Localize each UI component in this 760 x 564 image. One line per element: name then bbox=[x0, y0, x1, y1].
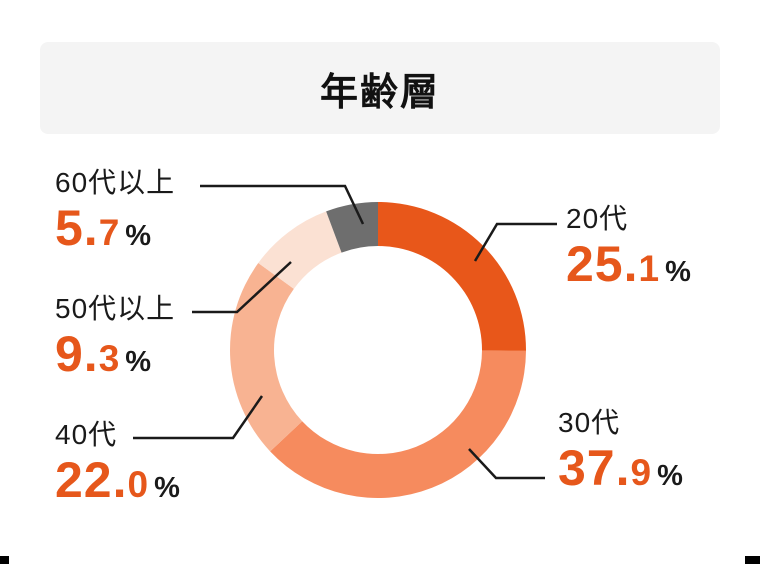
leader-line-50s bbox=[192, 261, 292, 314]
callout-20s-label: 20代 bbox=[566, 203, 629, 234]
callout-40s-value: 22.0% bbox=[55, 451, 180, 508]
donut-slice-30代 bbox=[270, 350, 526, 498]
callout-20s-value: 25.1% bbox=[566, 235, 691, 292]
callout-20s: 20代 25.1% bbox=[566, 202, 691, 289]
callout-30s-label: 30代 bbox=[558, 407, 621, 438]
percent-sign: % bbox=[125, 219, 152, 252]
percent-sign: % bbox=[665, 255, 691, 288]
leader-line-40s bbox=[133, 395, 264, 440]
callout-60s: 60代以上 5.7% bbox=[55, 166, 175, 253]
chart-title: 年齢層 bbox=[319, 71, 440, 114]
callout-50s: 50代以上 9.3% bbox=[55, 292, 175, 379]
callout-40s-label: 40代 bbox=[55, 419, 118, 450]
leader-lines bbox=[133, 184, 557, 480]
next-section-crop-mark-left bbox=[0, 556, 9, 564]
leader-line-60s bbox=[200, 184, 365, 225]
leader-line-20s bbox=[473, 222, 557, 262]
percent-sign: % bbox=[125, 345, 152, 378]
percent-sign: % bbox=[154, 471, 180, 504]
callout-30s: 30代 37.9% bbox=[558, 406, 683, 493]
next-section-crop-mark-right bbox=[745, 556, 760, 564]
callout-50s-value: 9.3% bbox=[55, 325, 152, 382]
callout-30s-value: 37.9% bbox=[558, 439, 683, 496]
callout-60s-value: 5.7% bbox=[55, 199, 152, 256]
percent-sign: % bbox=[657, 459, 683, 492]
chart-title-panel: 年齢層 bbox=[40, 42, 720, 134]
donut-slice-20代 bbox=[378, 202, 526, 351]
callout-40s: 40代 22.0% bbox=[55, 418, 180, 505]
donut-slice-60代以上 bbox=[326, 202, 378, 253]
donut-slice-50代以上 bbox=[258, 211, 342, 289]
callout-50s-label: 50代以上 bbox=[55, 293, 176, 324]
donut-slice-40代 bbox=[229, 263, 303, 452]
callout-60s-label: 60代以上 bbox=[55, 167, 176, 198]
donut-slices bbox=[229, 202, 526, 498]
leader-line-30s bbox=[468, 448, 545, 480]
